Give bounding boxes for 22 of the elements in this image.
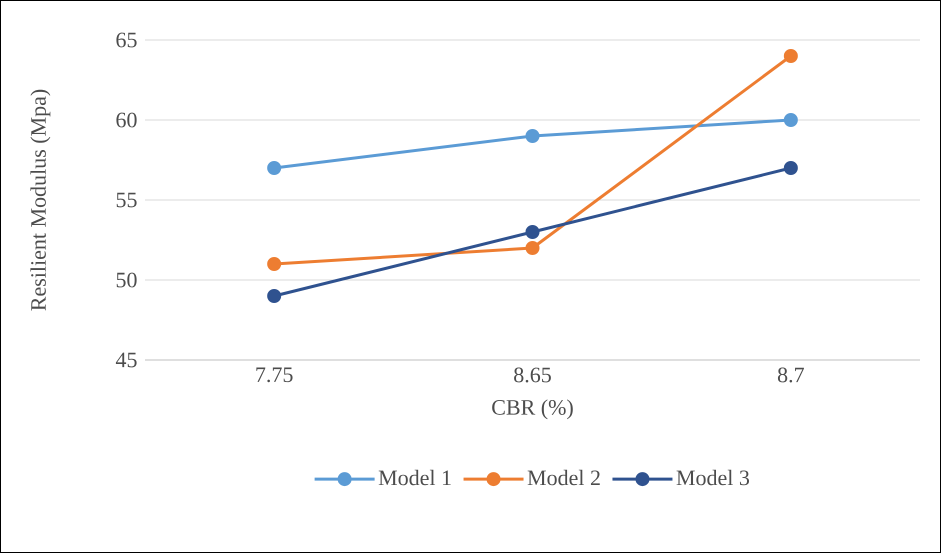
x-axis-title: CBR (%) [492,399,573,420]
point [526,225,540,239]
y-tick-label: 55 [116,192,137,208]
y-tick-label: 65 [116,32,137,48]
point [267,289,282,303]
legend-label: Model 2 [528,470,600,486]
point [267,160,282,175]
y-tick-label: 50 [116,272,137,288]
y-axis-title: Resilient Modulus (Mpa) [30,90,50,311]
point [526,128,540,143]
y-tick-label: 60 [116,112,137,128]
legend-label: Model 1 [378,470,451,486]
point [784,160,798,175]
point [784,112,798,127]
x-tick-label: 8.7 [778,368,804,382]
x-tick-label: 7.75 [256,368,293,382]
point [526,241,540,255]
point [267,257,282,271]
x-tick-label: 8.65 [514,368,551,382]
point [784,48,798,63]
y-tick-label: 45 [116,352,137,368]
legend-label: Model 3 [676,470,750,486]
